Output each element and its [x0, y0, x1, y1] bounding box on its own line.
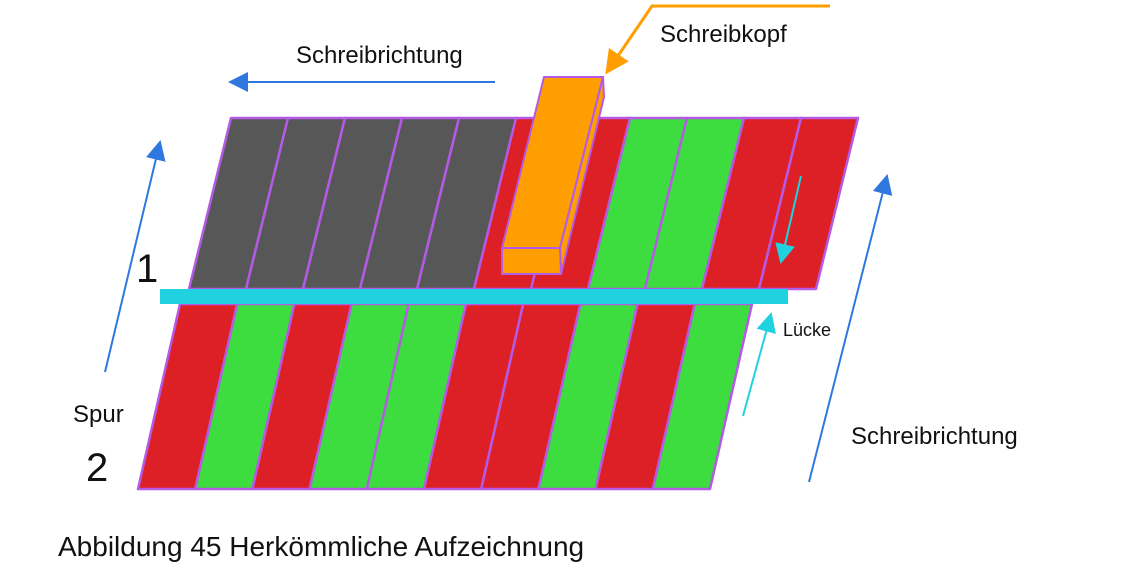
- track-direction-arrow: [104, 140, 166, 373]
- write-direction-arrow-right: [808, 174, 893, 483]
- track-2-number: 2: [86, 446, 109, 490]
- gap-arrow-up: [742, 312, 776, 417]
- figure-caption: Abbildung 45 Herkömmliche Aufzeichnung: [58, 531, 585, 562]
- gap-band: [160, 289, 788, 304]
- write-head-label: Schreibkopf: [660, 21, 787, 48]
- track-2: [136, 302, 754, 491]
- write-head-pointer: [605, 4, 830, 75]
- track-word-label: Spur: [73, 401, 124, 428]
- gap-arrow-down: [775, 175, 802, 264]
- write-head: [500, 76, 606, 275]
- track-1-number: 1: [136, 247, 159, 291]
- write-head-tip: [501, 247, 563, 275]
- write-direction-label-top: Schreibrichtung: [296, 42, 463, 69]
- write-direction-label-right: Schreibrichtung: [851, 423, 1018, 450]
- gap-label: Lücke: [783, 320, 832, 340]
